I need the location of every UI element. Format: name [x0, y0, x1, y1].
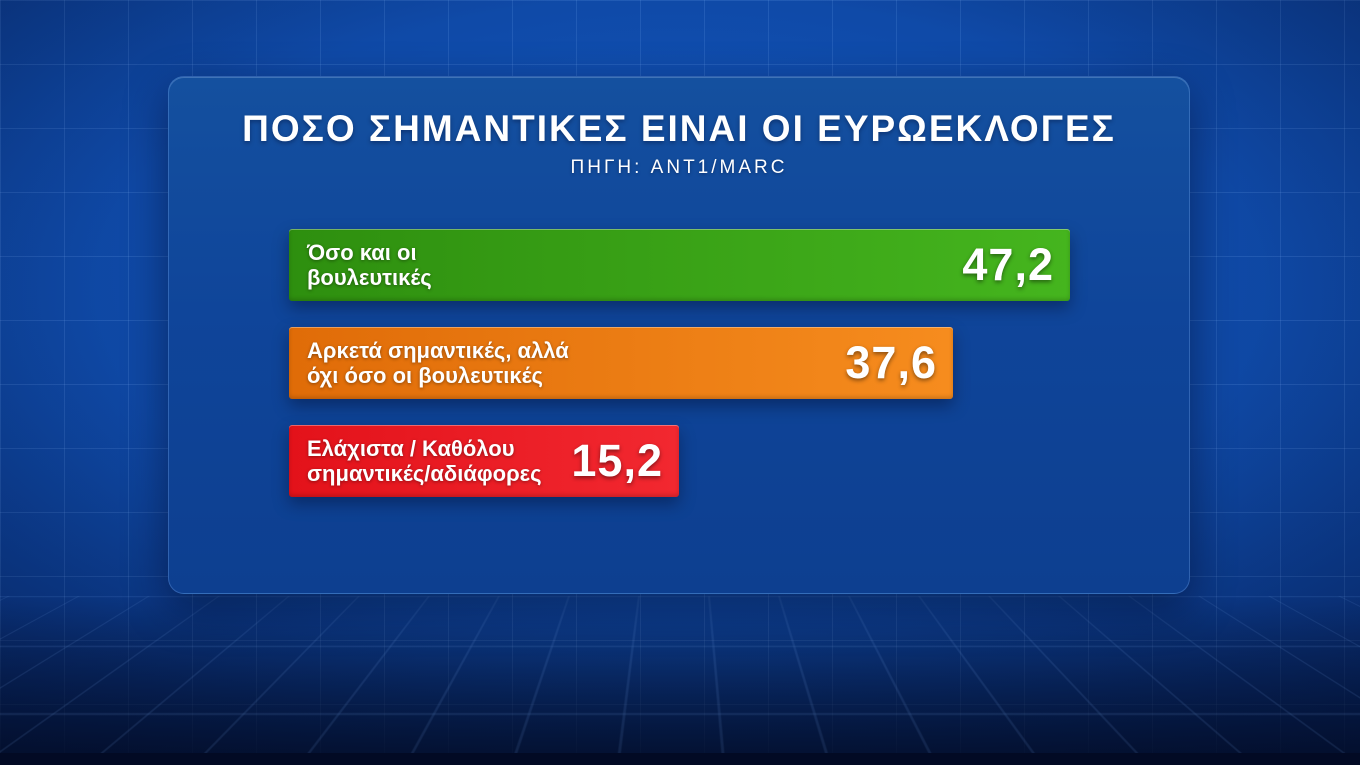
chart-source: ΠΗΓΗ: ANT1/MARC — [570, 157, 788, 178]
bar-label-line: Αρκετά σημαντικές, αλλά — [307, 337, 569, 363]
bar-label-line: Όσο και οι — [307, 239, 417, 265]
bar-row-orange: Αρκετά σημαντικές, αλλά όχι όσο οι βουλε… — [289, 327, 953, 399]
bar-label-line: Ελάχιστα / Καθόλου — [307, 435, 515, 461]
chart-panel: ΠΟΣΟ ΣΗΜΑΝΤΙΚΕΣ ΕΙΝΑΙ ΟΙ ΕΥΡΩΕΚΛΟΓΕΣ ΠΗΓ… — [168, 76, 1190, 594]
bar-label-line: σημαντικές/αδιάφορες — [307, 461, 542, 486]
chart-title: ΠΟΣΟ ΣΗΜΑΝΤΙΚΕΣ ΕΙΝΑΙ ΟΙ ΕΥΡΩΕΚΛΟΓΕΣ — [242, 108, 1116, 149]
bar-label-line: όχι όσο οι βουλευτικές — [307, 363, 543, 388]
bars-container: Όσο και οι βουλευτικές 47,2 Αρκετά σημαν… — [289, 229, 1189, 497]
bar-value: 37,6 — [845, 337, 937, 388]
bar-label-line: βουλευτικές — [307, 265, 432, 290]
bar-value: 15,2 — [571, 435, 663, 486]
bottom-strip — [0, 753, 1360, 765]
bar-row-red: Ελάχιστα / Καθόλου σημαντικές/αδιάφορες … — [289, 425, 679, 497]
bar-category-label: Όσο και οι βουλευτικές — [289, 240, 432, 290]
bar-category-label: Ελάχιστα / Καθόλου σημαντικές/αδιάφορες — [289, 436, 542, 486]
bar-row-green: Όσο και οι βουλευτικές 47,2 — [289, 229, 1070, 301]
bar-category-label: Αρκετά σημαντικές, αλλά όχι όσο οι βουλε… — [289, 338, 569, 388]
bar-value: 47,2 — [962, 239, 1054, 290]
